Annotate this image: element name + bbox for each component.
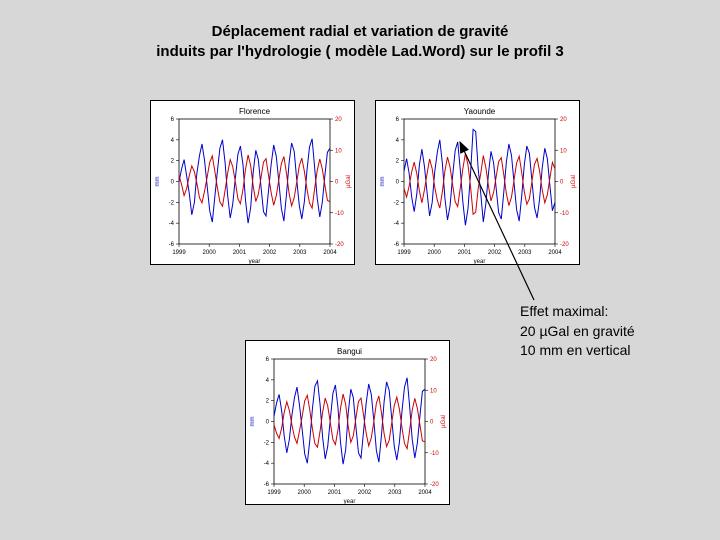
svg-text:2002: 2002 — [358, 490, 372, 496]
svg-text:0: 0 — [335, 180, 339, 186]
svg-text:-4: -4 — [264, 461, 270, 467]
svg-text:2004: 2004 — [418, 490, 432, 496]
svg-text:-20: -20 — [335, 242, 344, 248]
svg-text:-20: -20 — [560, 242, 569, 248]
svg-text:2003: 2003 — [293, 250, 307, 256]
svg-text:2: 2 — [266, 399, 270, 405]
svg-text:2001: 2001 — [328, 490, 342, 496]
svg-text:10: 10 — [335, 148, 342, 154]
chart-title: Bangui — [337, 347, 362, 356]
svg-text:-4: -4 — [169, 221, 175, 227]
svg-text:2003: 2003 — [518, 250, 532, 256]
svg-text:10: 10 — [560, 148, 567, 154]
svg-text:0: 0 — [396, 180, 400, 186]
svg-text:mm: mm — [380, 177, 386, 187]
svg-text:0: 0 — [171, 180, 175, 186]
annotation-line2: 20 µGal en gravité — [520, 323, 635, 339]
svg-text:mm: mm — [155, 177, 161, 187]
svg-text:-20: -20 — [430, 482, 439, 488]
svg-text:2000: 2000 — [203, 250, 217, 256]
annotation-line1: Effet maximal: — [520, 303, 608, 319]
svg-text:year: year — [474, 259, 486, 265]
svg-text:2002: 2002 — [488, 250, 502, 256]
series-displacement — [274, 378, 425, 464]
svg-text:4: 4 — [171, 138, 175, 144]
panel-florence: Florence199920002001200220032004year-6-4… — [150, 100, 355, 265]
annotation-text: Effet maximal: 20 µGal en gravité 10 mm … — [520, 302, 635, 361]
svg-text:4: 4 — [266, 378, 270, 384]
series-displacement — [179, 139, 330, 223]
svg-text:4: 4 — [396, 138, 400, 144]
svg-text:-10: -10 — [335, 211, 344, 217]
svg-text:0: 0 — [560, 180, 564, 186]
title-line1: Déplacement radial et variation de gravi… — [212, 23, 509, 40]
chart-title: Florence — [239, 107, 271, 116]
svg-text:2001: 2001 — [233, 250, 247, 256]
panel-bangui: Bangui199920002001200220032004year-6-4-2… — [245, 340, 450, 505]
svg-text:-6: -6 — [169, 242, 175, 248]
svg-text:2001: 2001 — [458, 250, 472, 256]
svg-text:-4: -4 — [394, 221, 400, 227]
svg-text:20: 20 — [335, 117, 342, 123]
svg-text:0: 0 — [430, 420, 434, 426]
svg-text:-2: -2 — [264, 440, 270, 446]
svg-text:1999: 1999 — [397, 250, 411, 256]
svg-text:µGal: µGal — [571, 175, 577, 188]
svg-text:0: 0 — [266, 420, 270, 426]
panel-yaounde: Yaounde199920002001200220032004year-6-4-… — [375, 100, 580, 265]
svg-text:2000: 2000 — [298, 490, 312, 496]
svg-text:6: 6 — [396, 117, 400, 123]
svg-text:2: 2 — [171, 159, 175, 165]
svg-text:2004: 2004 — [323, 250, 337, 256]
svg-text:-2: -2 — [394, 200, 400, 206]
svg-text:-10: -10 — [430, 451, 439, 457]
svg-text:6: 6 — [171, 117, 175, 123]
svg-text:µGal: µGal — [346, 175, 352, 188]
svg-text:-10: -10 — [560, 211, 569, 217]
annotation-line3: 10 mm en vertical — [520, 342, 630, 358]
chart-title: Yaounde — [464, 107, 496, 116]
svg-text:year: year — [249, 259, 261, 265]
svg-text:2: 2 — [396, 159, 400, 165]
svg-text:6: 6 — [266, 357, 270, 363]
svg-text:20: 20 — [560, 117, 567, 123]
svg-text:2003: 2003 — [388, 490, 402, 496]
svg-text:2004: 2004 — [548, 250, 562, 256]
svg-text:-6: -6 — [394, 242, 400, 248]
page-title: Déplacement radial et variation de gravi… — [0, 22, 720, 63]
svg-text:2000: 2000 — [428, 250, 442, 256]
svg-text:2002: 2002 — [263, 250, 277, 256]
svg-text:µGal: µGal — [441, 415, 447, 428]
svg-text:-2: -2 — [169, 200, 175, 206]
svg-text:10: 10 — [430, 388, 437, 394]
svg-text:-6: -6 — [264, 482, 270, 488]
svg-text:20: 20 — [430, 357, 437, 363]
svg-text:year: year — [344, 499, 356, 505]
svg-text:1999: 1999 — [267, 490, 281, 496]
title-line2: induits par l'hydrologie ( modèle Lad.Wo… — [156, 43, 564, 60]
svg-text:1999: 1999 — [172, 250, 186, 256]
svg-text:mm: mm — [250, 417, 256, 427]
